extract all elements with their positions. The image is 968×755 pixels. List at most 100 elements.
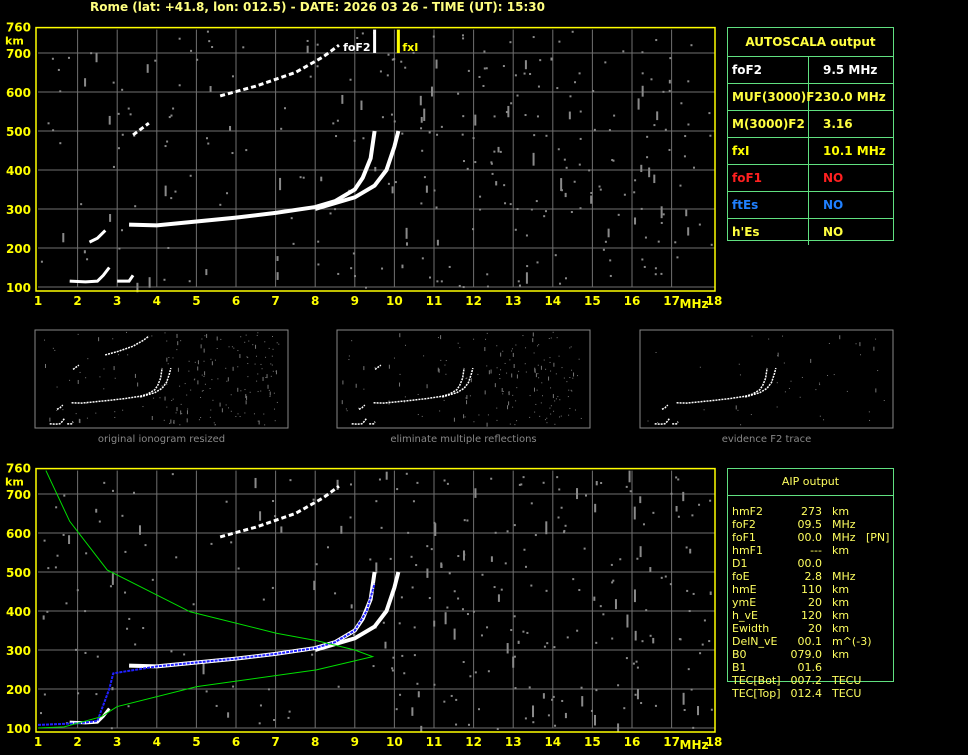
noise-dot — [111, 573, 114, 585]
thumbnail-trace — [56, 404, 64, 410]
noise-dot — [655, 39, 658, 42]
noise-dot — [226, 192, 229, 195]
noise-dot — [453, 628, 456, 640]
noise-dot — [59, 90, 62, 93]
noise-dot — [244, 341, 246, 343]
noise-dot — [103, 388, 105, 390]
noise-dot — [602, 248, 605, 251]
noise-dot — [556, 87, 559, 90]
thumbnail-0 — [34, 329, 289, 429]
y-tick-label: 700 — [6, 488, 31, 502]
noise-dot — [256, 380, 258, 382]
noise-dot — [474, 114, 477, 126]
noise-dot — [550, 405, 552, 407]
noise-dot — [462, 661, 465, 664]
noise-dot — [559, 416, 561, 418]
noise-dot — [612, 579, 615, 582]
noise-dot — [680, 102, 683, 105]
noise-dot — [272, 348, 274, 350]
noise-dot — [859, 342, 861, 347]
noise-dot — [654, 704, 657, 707]
noise-dot — [175, 412, 177, 414]
noise-dot — [55, 506, 58, 509]
noise-dot — [777, 352, 779, 357]
aip-value: 110 — [801, 583, 822, 596]
noise-dot — [509, 41, 512, 44]
noise-dot — [525, 347, 527, 349]
noise-dot — [429, 276, 432, 279]
x-tick-label: 18 — [706, 735, 723, 749]
noise-dot — [472, 228, 475, 231]
autoscala-row-fof1: foF1 NO — [728, 165, 893, 192]
noise-dot — [541, 382, 543, 384]
noise-dot — [662, 213, 665, 216]
noise-dot — [660, 221, 663, 224]
noise-dot — [530, 502, 533, 505]
noise-dot — [643, 265, 646, 268]
noise-dot — [176, 407, 178, 412]
noise-dot — [166, 406, 168, 408]
noise-dot — [254, 363, 256, 365]
noise-dot — [438, 368, 440, 373]
noise-dot — [264, 424, 266, 426]
autoscala-key: ftEs — [728, 192, 809, 218]
noise-dot — [134, 205, 137, 208]
noise-dot — [202, 663, 205, 675]
noise-dot — [44, 339, 46, 341]
x-tick-label: 4 — [153, 735, 161, 749]
noise-dot — [219, 203, 222, 206]
aip-value: 273 — [801, 505, 822, 518]
noise-dot — [534, 387, 536, 392]
noise-dot — [59, 142, 62, 145]
noise-dot — [740, 424, 742, 426]
noise-dot — [173, 419, 175, 424]
noise-dot — [186, 410, 188, 415]
noise-dot — [819, 384, 821, 386]
noise-dot — [626, 614, 629, 628]
noise-dot — [518, 370, 520, 372]
noise-dot — [385, 471, 388, 480]
noise-dot — [568, 389, 570, 391]
plot-frame — [35, 467, 716, 733]
noise-dot — [401, 264, 404, 269]
noise-dot — [664, 128, 667, 131]
trace-e-patch — [88, 229, 107, 244]
noise-dot — [276, 256, 279, 262]
autoscala-value: NO — [823, 225, 844, 239]
noise-dot — [256, 355, 258, 357]
noise-dot — [554, 423, 556, 425]
noise-dot — [600, 482, 603, 485]
noise-dot — [171, 400, 173, 402]
noise-dot — [548, 338, 550, 340]
noise-dot — [430, 548, 433, 551]
noise-dot — [208, 40, 211, 43]
noise-dot — [517, 640, 520, 644]
noise-dot — [216, 336, 218, 341]
noise-dot — [640, 164, 643, 173]
noise-dot — [272, 370, 274, 372]
noise-dot — [570, 346, 572, 348]
noise-dot — [198, 419, 200, 421]
noise-dot — [542, 481, 545, 484]
noise-dot — [502, 65, 505, 68]
y-axis-label: km — [5, 476, 24, 489]
noise-dot — [559, 282, 562, 285]
noise-dot — [514, 228, 517, 231]
noise-dot — [192, 603, 195, 606]
noise-dot — [52, 129, 55, 132]
noise-dot — [490, 369, 492, 374]
noise-dot — [201, 374, 203, 376]
noise-dot — [240, 390, 242, 392]
noise-dot — [689, 548, 692, 554]
noise-dot — [405, 227, 408, 239]
noise-dot — [237, 413, 239, 415]
noise-dot — [486, 365, 488, 367]
noise-dot — [499, 378, 501, 380]
noise-dot — [113, 366, 115, 371]
noise-dot — [510, 629, 513, 632]
noise-dot — [166, 340, 168, 342]
aip-unit: km — [832, 505, 850, 518]
noise-dot — [593, 128, 596, 131]
aip-value: --- — [810, 544, 822, 557]
noise-dot — [687, 123, 690, 126]
